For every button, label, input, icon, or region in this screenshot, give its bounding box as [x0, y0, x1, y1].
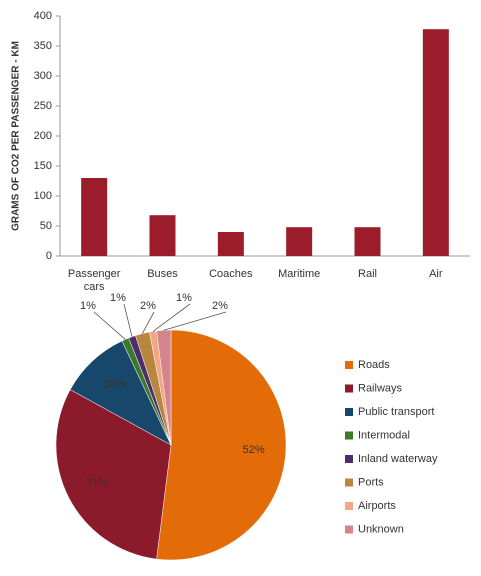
y-tick-label: 0 — [46, 250, 52, 262]
data-label: 52% — [243, 444, 265, 456]
data-label: 1% — [80, 300, 96, 312]
leader-line — [152, 303, 191, 332]
legend-swatch — [345, 455, 353, 463]
bar — [286, 227, 313, 256]
pie-slice — [69, 340, 172, 446]
y-tick-label: 50 — [40, 220, 52, 232]
bar — [354, 227, 381, 256]
legend-label: Inland waterway — [358, 453, 438, 465]
data-label: 2% — [212, 300, 228, 312]
legend-label: Roads — [358, 359, 390, 371]
legend-swatch — [345, 384, 353, 393]
pie-slice — [156, 329, 287, 561]
data-label: 1% — [110, 292, 126, 304]
y-axis-label: GRAMS OF CO2 PER PASSENGER - KM — [11, 41, 22, 231]
legend-label: Ports — [358, 476, 384, 488]
leader-line — [93, 311, 126, 340]
legend-swatch — [345, 502, 353, 510]
legend-label: Unknown — [358, 523, 404, 535]
y-tick-label: 350 — [34, 40, 52, 52]
leader-line — [163, 311, 227, 331]
legend-swatch — [345, 525, 353, 534]
bar — [81, 178, 108, 256]
legend-swatch — [345, 361, 353, 369]
bar — [422, 29, 449, 257]
legend-label: Airports — [358, 500, 396, 512]
y-tick-label: 400 — [34, 10, 52, 22]
data-label: 10% — [103, 379, 125, 391]
x-tick-label: Buses — [147, 268, 178, 280]
x-tick-label: Rail — [358, 268, 377, 280]
y-tick-label: 200 — [34, 130, 52, 142]
leader-line — [123, 303, 133, 337]
x-tick-label: Coaches — [209, 268, 253, 280]
legend-label: Intermodal — [358, 429, 410, 441]
y-tick-label: 250 — [34, 100, 52, 112]
x-tick-label: Maritime — [278, 268, 321, 280]
legend-label: Public transport — [358, 406, 434, 418]
y-tick-label: 300 — [34, 70, 52, 82]
leader-line — [142, 311, 155, 334]
data-label: 1% — [176, 292, 192, 304]
y-tick-label: 100 — [34, 190, 52, 202]
pie-slice — [55, 389, 172, 560]
data-label: 2% — [140, 300, 156, 312]
y-tick-label: 150 — [34, 160, 52, 172]
bar — [149, 215, 176, 256]
legend-label: Railways — [358, 382, 403, 394]
data-label: 31% — [86, 476, 108, 488]
legend-swatch — [345, 431, 353, 440]
x-tick-label: Passenger cars — [67, 268, 121, 293]
legend-swatch — [345, 408, 353, 416]
x-tick-label: Air — [429, 268, 443, 280]
legend-swatch — [345, 478, 353, 487]
bar — [217, 232, 244, 256]
